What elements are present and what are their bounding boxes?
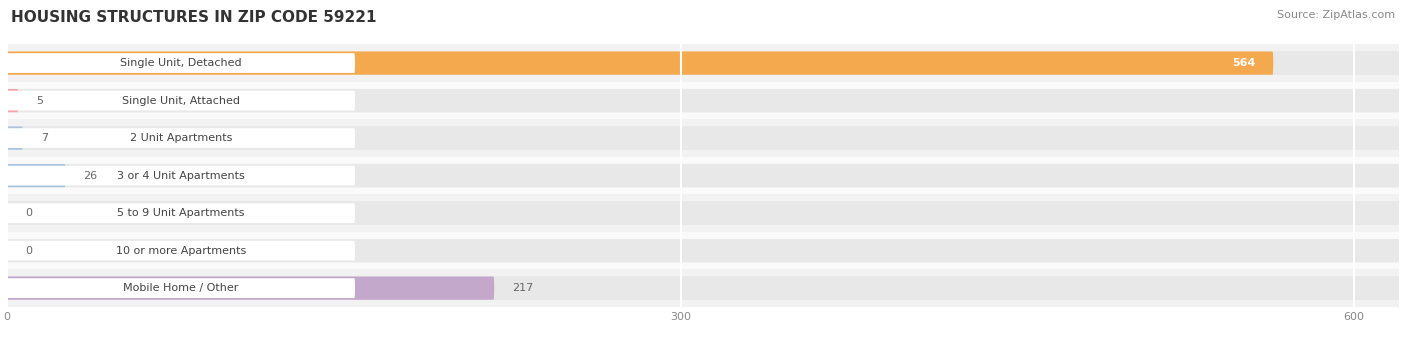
FancyBboxPatch shape: [7, 202, 1399, 225]
FancyBboxPatch shape: [7, 277, 1399, 300]
FancyBboxPatch shape: [7, 269, 1399, 307]
FancyBboxPatch shape: [7, 203, 354, 223]
Text: Single Unit, Detached: Single Unit, Detached: [120, 58, 242, 68]
FancyBboxPatch shape: [7, 157, 1399, 194]
FancyBboxPatch shape: [7, 278, 354, 298]
FancyBboxPatch shape: [7, 82, 1399, 119]
FancyBboxPatch shape: [7, 127, 1399, 150]
FancyBboxPatch shape: [7, 51, 1399, 75]
FancyBboxPatch shape: [7, 127, 22, 150]
Text: 5 to 9 Unit Apartments: 5 to 9 Unit Apartments: [117, 208, 245, 218]
FancyBboxPatch shape: [7, 53, 354, 73]
FancyBboxPatch shape: [7, 277, 495, 300]
FancyBboxPatch shape: [7, 89, 1399, 112]
Text: 217: 217: [512, 283, 533, 293]
FancyBboxPatch shape: [7, 91, 354, 110]
FancyBboxPatch shape: [7, 51, 1399, 75]
Text: 3 or 4 Unit Apartments: 3 or 4 Unit Apartments: [117, 170, 245, 181]
FancyBboxPatch shape: [7, 89, 1399, 112]
FancyBboxPatch shape: [7, 202, 1399, 225]
FancyBboxPatch shape: [7, 241, 354, 261]
Text: 5: 5: [37, 95, 44, 106]
Text: 564: 564: [1232, 58, 1256, 68]
FancyBboxPatch shape: [7, 164, 1399, 187]
Text: 10 or more Apartments: 10 or more Apartments: [115, 246, 246, 256]
FancyBboxPatch shape: [7, 89, 18, 112]
Text: 2 Unit Apartments: 2 Unit Apartments: [129, 133, 232, 143]
FancyBboxPatch shape: [7, 239, 1399, 262]
FancyBboxPatch shape: [7, 277, 1399, 300]
FancyBboxPatch shape: [7, 127, 1399, 150]
Text: Single Unit, Attached: Single Unit, Attached: [122, 95, 240, 106]
Text: Source: ZipAtlas.com: Source: ZipAtlas.com: [1277, 10, 1395, 20]
FancyBboxPatch shape: [7, 164, 66, 187]
FancyBboxPatch shape: [7, 232, 1399, 269]
FancyBboxPatch shape: [7, 44, 1399, 82]
FancyBboxPatch shape: [7, 128, 354, 148]
Text: Mobile Home / Other: Mobile Home / Other: [124, 283, 239, 293]
FancyBboxPatch shape: [7, 119, 1399, 157]
FancyBboxPatch shape: [7, 164, 1399, 187]
Text: 7: 7: [41, 133, 48, 143]
FancyBboxPatch shape: [7, 51, 1274, 75]
FancyBboxPatch shape: [7, 239, 1399, 262]
Text: 0: 0: [25, 208, 32, 218]
Text: 0: 0: [25, 246, 32, 256]
FancyBboxPatch shape: [7, 166, 354, 186]
Text: 26: 26: [83, 170, 97, 181]
FancyBboxPatch shape: [7, 194, 1399, 232]
Text: HOUSING STRUCTURES IN ZIP CODE 59221: HOUSING STRUCTURES IN ZIP CODE 59221: [11, 10, 377, 25]
